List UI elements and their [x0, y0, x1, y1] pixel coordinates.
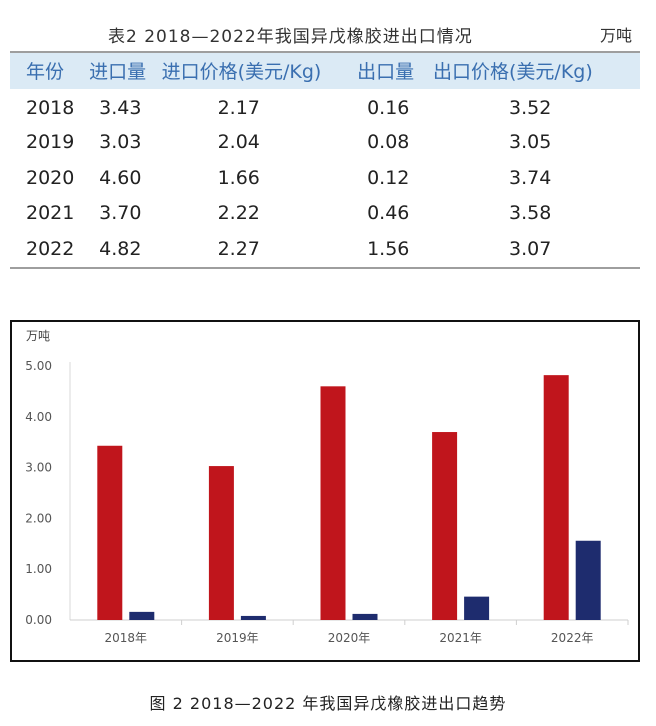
table-caption: 表2 2018—2022年我国异戊橡胶进出口情况 — [108, 27, 473, 47]
cell-export-price: 3.52 — [509, 96, 552, 119]
cell-import-volume: 3.03 — [99, 131, 142, 154]
header-import-volume: 进口量 — [89, 60, 147, 83]
table-row: 2021 3.70 2.22 0.46 3.58 — [10, 196, 640, 232]
export-volume-bar — [352, 613, 378, 620]
import-volume-bar — [543, 375, 569, 620]
cell-year: 2019 — [26, 131, 75, 154]
table-bottom-rule — [10, 267, 640, 269]
x-tick-label: 2018年 — [105, 631, 148, 645]
cell-import-volume: 4.82 — [99, 237, 142, 260]
y-axis-unit-label: 万吨 — [26, 329, 50, 343]
y-tick-label: 4.00 — [25, 410, 52, 424]
table-row: 2020 4.60 1.66 0.12 3.74 — [10, 160, 640, 196]
table-row: 2018 3.43 2.17 0.16 3.52 — [10, 89, 640, 125]
y-tick-label: 0.00 — [25, 613, 52, 627]
cell-import-volume: 3.43 — [99, 96, 142, 119]
header-year: 年份 — [26, 60, 65, 83]
chart-frame: 万吨 0.00 1.00 2.00 3.00 4.00 5.00 2018年 2019年 2020… — [10, 320, 640, 662]
cell-import-price: 2.17 — [217, 96, 260, 119]
import-volume-bar — [208, 466, 234, 620]
x-tick-label: 2019年 — [216, 631, 259, 645]
x-tick-label: 2020年 — [328, 631, 371, 645]
export-volume-bar — [129, 611, 155, 620]
cell-export-volume: 0.16 — [367, 96, 410, 119]
cell-year: 2020 — [26, 166, 75, 189]
cell-import-price: 2.27 — [217, 237, 260, 260]
import-volume-bar — [320, 386, 346, 620]
export-volume-bar — [575, 540, 601, 620]
cell-export-price: 3.05 — [509, 131, 552, 154]
table-top-rule — [10, 51, 640, 53]
y-tick-label: 5.00 — [25, 359, 52, 373]
header-export-price: 出口价格(美元/Kg) — [433, 60, 593, 83]
cell-import-price: 2.22 — [217, 202, 260, 225]
x-tick-label: 2022年 — [551, 631, 594, 645]
import-volume-bar — [432, 432, 458, 620]
table-row: 2019 3.03 2.04 0.08 3.05 — [10, 125, 640, 161]
cell-year: 2018 — [26, 96, 75, 119]
bar-chart: 万吨 0.00 1.00 2.00 3.00 4.00 5.00 2018年 2019年 2020… — [25, 329, 629, 645]
export-volume-bar — [240, 615, 266, 620]
table-header-row: 年份 进口量 进口价格(美元/Kg) 出口量 出口价格(美元/Kg) — [10, 51, 640, 89]
import-volume-bar — [97, 445, 123, 620]
table-title-bar: 表2 2018—2022年我国异戊橡胶进出口情况 万吨 — [0, 20, 656, 47]
cell-export-price: 3.58 — [509, 202, 552, 225]
cell-export-volume: 1.56 — [367, 237, 410, 260]
figure-caption: 图 2 2018—2022 年我国异戊橡胶进出口趋势 — [149, 694, 507, 713]
y-tick-label: 1.00 — [25, 562, 52, 576]
cell-year: 2022 — [26, 237, 75, 260]
cell-export-volume: 0.08 — [367, 131, 410, 154]
cell-import-price: 1.66 — [217, 166, 260, 189]
y-tick-label: 2.00 — [25, 511, 52, 525]
cell-import-volume: 4.60 — [99, 166, 142, 189]
cell-import-price: 2.04 — [217, 131, 260, 154]
import-export-table: 年份 进口量 进口价格(美元/Kg) 出口量 出口价格(美元/Kg) 2018 … — [10, 51, 640, 267]
x-tick-label: 2021年 — [439, 631, 482, 645]
cell-export-volume: 0.46 — [367, 202, 410, 225]
cell-import-volume: 3.70 — [99, 202, 142, 225]
export-volume-bar — [464, 596, 490, 620]
cell-export-price: 3.07 — [509, 237, 552, 260]
cell-year: 2021 — [26, 202, 75, 225]
cell-export-volume: 0.12 — [367, 166, 410, 189]
header-export-volume: 出口量 — [357, 60, 415, 83]
cell-export-price: 3.74 — [509, 166, 552, 189]
header-import-price: 进口价格(美元/Kg) — [161, 60, 322, 83]
table-row: 2022 4.82 2.27 1.56 3.07 — [10, 231, 640, 267]
y-tick-label: 3.00 — [25, 461, 52, 475]
table-unit: 万吨 — [600, 26, 633, 45]
